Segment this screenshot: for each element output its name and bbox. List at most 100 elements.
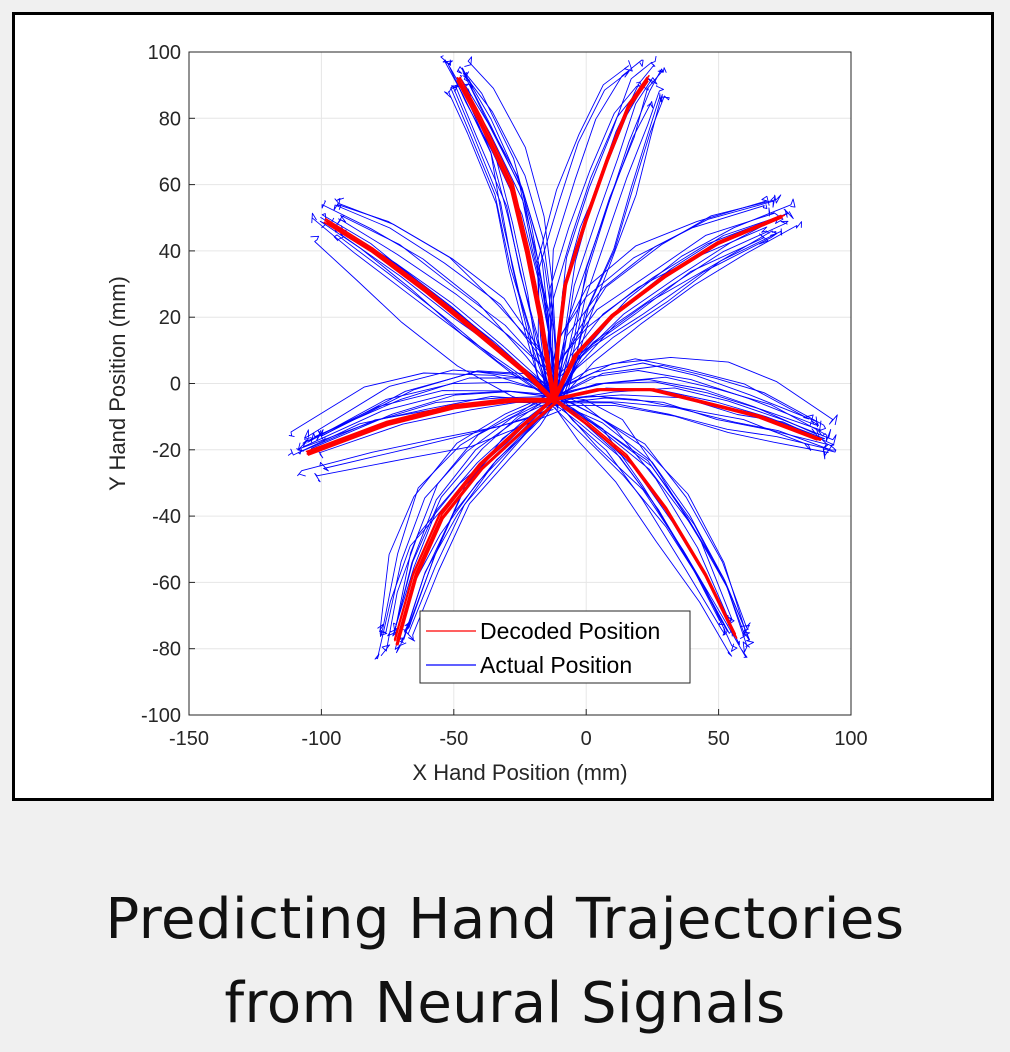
actual-trajectory-line [408,396,560,642]
actual-trajectory-line [559,67,667,395]
actual-trajectory-line [545,204,768,394]
actual-trajectory-line [554,220,789,403]
actual-trajectory-line [551,207,775,399]
x-tick-label: -100 [301,728,341,750]
actual-trajectory-line [400,398,561,646]
actual-trajectory-line [403,399,558,640]
x-tick-label: -150 [169,728,209,750]
actual-trajectory-line [554,406,733,657]
decoded-trajectory-line [307,398,556,453]
actual-trajectory-line [557,356,838,426]
legend-label-decoded: Decoded Position [480,618,660,644]
actual-trajectory-line [314,409,562,483]
plot-area-box [188,51,852,716]
actual-trajectory-line [560,95,670,406]
actual-trajectory-line [304,381,552,443]
actual-trajectory-line [557,399,740,646]
actual-trajectory-line [549,59,644,390]
y-tick-label: 0 [170,374,181,396]
actual-trajectory-line [377,395,553,632]
actual-trajectory-line [562,401,837,453]
actual-trajectory-line [552,381,826,437]
caption-line-1: Predicting Hand Trajectories [105,887,905,952]
decoded-trajectory-line [395,401,556,645]
actual-trajectory-line [558,376,832,442]
actual-trajectory-line [399,399,557,644]
actual-trajectory-line [547,81,643,403]
actual-trajectory-line [338,214,561,399]
actual-trajectory-line [560,403,750,641]
actual-trajectory-line [336,197,562,394]
actual-trajectory-line [562,94,663,411]
actual-trajectory-line [558,208,794,397]
actual-trajectory-line [559,221,802,401]
actual-trajectory-line [333,198,560,394]
actual-trajectory-line [287,395,548,456]
actual-trajectory-line [555,394,735,626]
actual-trajectory-line [553,194,782,394]
actual-position-series [287,55,838,660]
actual-trajectory-line [302,390,555,448]
x-tick-label: 50 [707,728,729,750]
y-tick-label: -80 [152,639,181,661]
decoded-trajectory-line [553,399,736,637]
actual-trajectory-line [380,396,554,636]
y-tick-label: -40 [152,506,181,528]
y-tick-label: 100 [148,42,181,64]
decoded-trajectory-line [458,77,555,401]
decoded-trajectory-line [324,218,555,399]
decoded-trajectory-line [328,222,558,404]
decoded-trajectory-line [552,79,647,403]
actual-trajectory-line [559,396,750,636]
actual-trajectory-line [288,372,551,438]
legend-box [419,610,691,684]
actual-trajectory-line [464,56,559,391]
actual-trajectory-line [558,365,826,431]
decoded-trajectory-line [306,400,555,455]
decoded-trajectory-line [555,401,738,639]
decoded-trajectory-line [554,78,649,402]
actual-trajectory-line [547,80,647,403]
actual-trajectory-line [560,397,751,629]
actual-trajectory-line [442,59,550,391]
y-tick-label: -60 [152,572,181,594]
actual-trajectory-line [559,394,837,451]
decoded-trajectory-line [554,400,737,638]
decoded-trajectory-line [307,401,556,456]
actual-trajectory-line [319,220,552,398]
actual-trajectory-line [393,390,553,632]
actual-trajectory-line [550,362,819,428]
y-tick-label: 60 [159,175,181,197]
y-tick-label: 20 [159,307,181,329]
y-tick-label: -100 [141,705,181,727]
y-tick-label: 80 [159,108,181,130]
caption-line-2: from Neural Signals [224,971,786,1036]
actual-trajectory-line [403,390,558,633]
actual-trajectory-line [556,56,657,392]
decoded-trajectory-line [555,400,737,638]
decoded-trajectory-line [552,214,782,399]
decoded-trajectory-line [393,396,555,641]
decoded-trajectory-line [555,214,786,399]
legend-label-actual: Actual Position [480,652,632,678]
decoded-trajectory-line [395,402,557,646]
actual-trajectory-line [333,234,558,408]
actual-trajectory-line [552,395,726,636]
actual-trajectory-line [557,404,829,460]
actual-trajectory-line [310,235,551,409]
actual-trajectory-line [321,200,557,395]
decoded-trajectory-line [551,389,818,441]
actual-trajectory-line [551,398,728,636]
actual-trajectory-line [557,397,832,450]
actual-trajectory-line [553,358,814,426]
actual-trajectory-line [452,84,550,407]
actual-trajectory-line [559,404,748,658]
actual-trajectory-line [319,403,558,472]
actual-trajectory-line [553,403,733,637]
figure-frame: -150 -100 -50 0 50 100 -100 -80 -60 -40 -20 0 20 40 60… [12,12,994,801]
actual-trajectory-line [551,404,738,652]
actual-trajectory-line [556,209,788,401]
x-axis-label: X Hand Position (mm) [412,760,627,785]
y-tick-label: -20 [152,440,181,462]
actual-trajectory-line [456,66,557,397]
